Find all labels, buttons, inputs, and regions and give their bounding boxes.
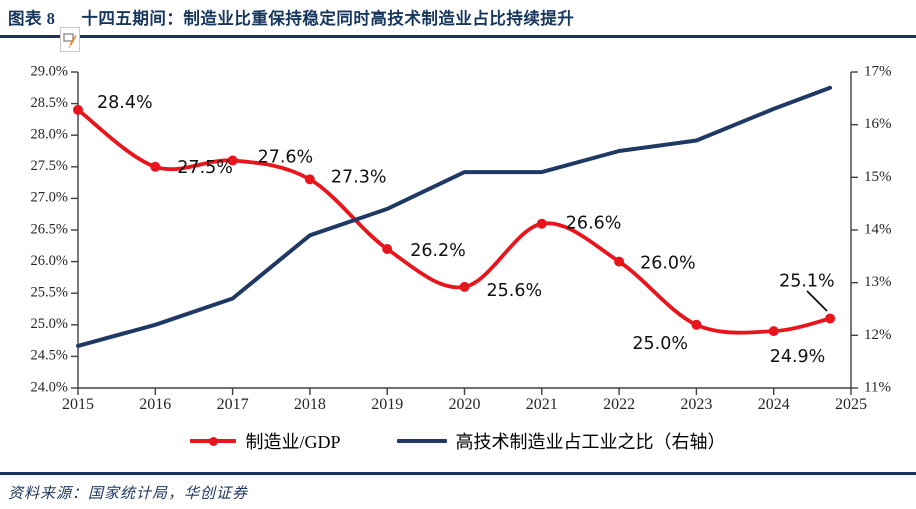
navy-line-swatch — [396, 439, 447, 443]
right-axis-tick-label: 12% — [864, 327, 892, 343]
left-axis-tick-label: 26.0% — [31, 253, 68, 269]
source-note: 资料来源：国家统计局，华创证券 — [8, 486, 249, 502]
figure-header: 图表 8 十四五期间：制造业比重保持稳定同时高技术制造业占比持续提升 — [8, 5, 574, 29]
footer-divider — [0, 472, 916, 475]
legend-label: 制造业/GDP — [245, 432, 341, 452]
left-axis-tick-label: 25.5% — [31, 285, 68, 301]
data-point-marker — [150, 161, 161, 172]
data-label: 25.1% — [779, 272, 835, 292]
x-axis-tick-label: 2016 — [139, 396, 171, 413]
left-axis-tick-label: 29.0% — [31, 63, 68, 79]
note-pencil-icon — [60, 27, 80, 52]
left-axis-tick-label: 27.0% — [31, 190, 68, 206]
x-axis-tick-label: 2025 — [835, 396, 867, 413]
data-point-marker — [304, 174, 315, 185]
red-line-marker-swatch — [190, 436, 237, 446]
data-point-marker — [382, 244, 393, 254]
note-pencil-glyph — [63, 33, 77, 48]
legend-item-manufacturing-gdp: 制造业/GDP — [190, 428, 341, 454]
left-axis-tick-label: 28.5% — [31, 95, 68, 111]
data-label: 24.9% — [770, 347, 826, 367]
data-label: 27.6% — [258, 148, 314, 168]
x-axis-tick-label: 2017 — [217, 396, 249, 413]
manufacturing-gdp-line — [76, 108, 832, 335]
legend-item-hightech-share: 高技术制造业占工业之比（右轴） — [396, 428, 726, 454]
data-point-marker — [825, 313, 836, 324]
data-point-marker — [536, 218, 547, 229]
left-axis-tick-label: 24.5% — [31, 348, 68, 364]
right-axis-tick-label: 17% — [864, 63, 892, 79]
data-label: 26.6% — [566, 214, 622, 234]
right-axis-tick-label: 11% — [864, 379, 891, 395]
data-point-marker — [691, 319, 702, 330]
figure-number-label: 图表 8 — [8, 9, 56, 28]
data-label: 27.3% — [331, 167, 387, 187]
callout-line — [806, 290, 828, 312]
x-axis-tick-label: 2019 — [371, 396, 403, 413]
axis-lines — [77, 72, 852, 389]
data-label: 28.4% — [97, 93, 153, 113]
data-point-marker — [768, 326, 779, 337]
data-point-marker — [614, 256, 625, 267]
right-axis-tick-label: 14% — [864, 221, 892, 237]
x-axis-tick-label: 2023 — [680, 396, 712, 413]
right-axis-tick-label: 13% — [864, 274, 892, 290]
title-divider — [0, 35, 916, 38]
x-axis-tick-label: 2024 — [758, 396, 790, 413]
left-axis-tick-label: 26.5% — [31, 221, 68, 237]
data-label: 25.0% — [632, 334, 688, 354]
left-axis-tick-label: 28.0% — [31, 127, 68, 143]
chart-legend: 制造业/GDP 高技术制造业占工业之比（右轴） — [0, 428, 916, 454]
x-axis-tick-label: 2015 — [62, 396, 94, 413]
red-dot-icon — [208, 436, 218, 446]
data-label: 27.5% — [177, 158, 233, 178]
left-axis-tick-label: 25.0% — [31, 316, 68, 332]
x-axis-tick-label: 2022 — [603, 396, 635, 413]
x-axis-tick-label: 2021 — [526, 396, 558, 413]
data-label: 25.6% — [487, 281, 543, 301]
hightech-share-line — [76, 85, 833, 348]
chart-canvas: 29.0% 28.5% 28.0% 27.5% 27.0% 26.5% 26.0% 25.5%… — [31, 63, 892, 413]
data-point-marker — [73, 104, 83, 115]
data-label: 26.2% — [410, 241, 466, 261]
x-axis-tick-label: 2018 — [294, 396, 326, 413]
right-axis-tick-label: 15% — [864, 169, 892, 185]
x-axis-tick-label: 2020 — [449, 396, 481, 413]
data-label: 26.0% — [640, 254, 696, 274]
data-point-marker — [227, 155, 238, 166]
page-title: 十四五期间：制造业比重保持稳定同时高技术制造业占比持续提升 — [81, 9, 575, 28]
data-point-marker — [459, 281, 470, 292]
left-axis-tick-label: 24.0% — [31, 379, 68, 395]
left-axis-tick-label: 27.5% — [31, 158, 68, 174]
legend-label: 高技术制造业占工业之比（右轴） — [455, 432, 726, 452]
right-axis-tick-label: 16% — [864, 116, 892, 132]
